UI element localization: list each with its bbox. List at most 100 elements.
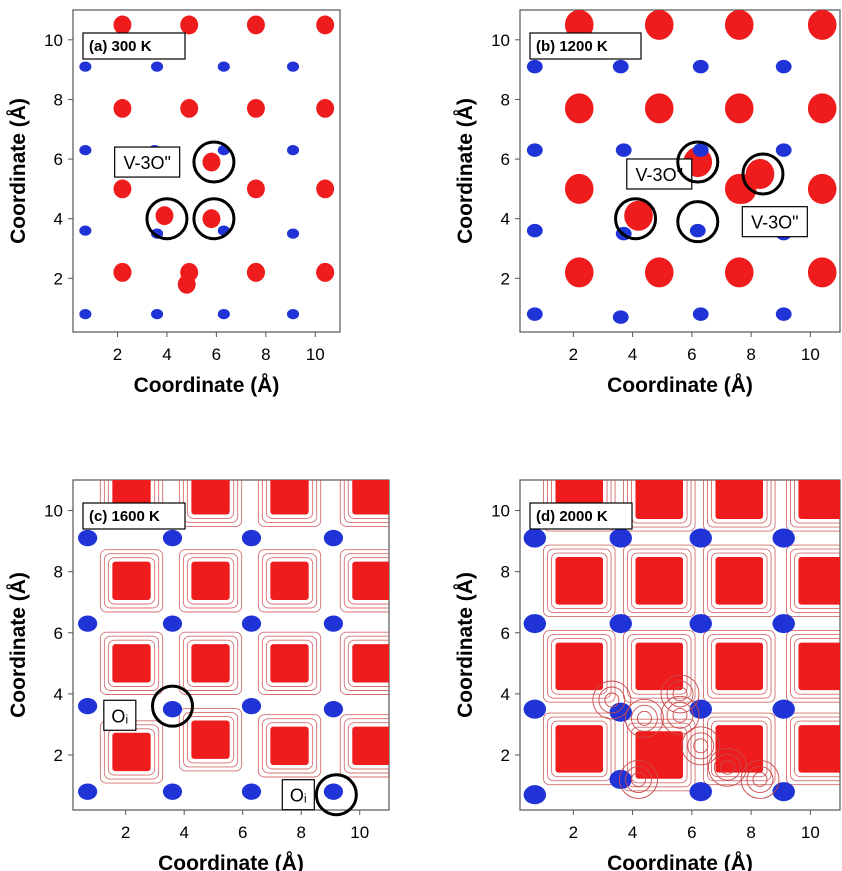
oxygen-density-spot: [807, 10, 837, 40]
x-tick-label: 6: [212, 345, 221, 364]
y-tick-label: 6: [54, 150, 63, 169]
cation-density-spot: [523, 699, 547, 719]
density-contour: [257, 549, 322, 613]
density-contour: [627, 548, 692, 614]
oxygen-density-spot: [635, 642, 684, 691]
density-contour: [261, 480, 318, 523]
density-contour: [625, 765, 652, 793]
density-contour: [178, 480, 243, 527]
density-contour: [107, 557, 156, 605]
cation-density-spot: [151, 61, 164, 72]
cation-density-spot: [692, 143, 709, 157]
density-contour: [789, 480, 840, 528]
density-contour: [687, 732, 715, 760]
density-contour: [186, 480, 235, 519]
oxygen-density-spot: [112, 561, 151, 600]
x-tick-label: 4: [162, 345, 171, 364]
density-contour: [347, 722, 389, 770]
oxygen-density-spot: [715, 642, 764, 691]
y-tick-labels: 2 4 6 8 10: [491, 502, 510, 765]
oxygen-density-spot: [352, 561, 389, 600]
panel-c: 2 4 6 8 10 2 4 6 8 10 Coordinate (Å) Coo…: [6, 479, 390, 871]
highlight-circle-marker: [150, 684, 194, 728]
oxygen-density-spot: [807, 93, 837, 124]
annotation-text: Oᵢ: [111, 706, 128, 726]
cation-density-spot: [612, 310, 629, 324]
oxygen-density-spot: [798, 725, 840, 773]
density-contour: [681, 726, 721, 766]
density-contour: [693, 738, 709, 754]
density-contour: [103, 635, 160, 691]
cation-density-spot: [162, 783, 183, 800]
cation-density-spot: [241, 697, 262, 715]
y-tick-label: 2: [501, 269, 510, 288]
y-tick-label: 6: [54, 624, 63, 643]
oxygen-density-spot: [180, 98, 199, 118]
cation-density-spot: [286, 61, 300, 72]
oxygen-density-spot: [727, 173, 757, 204]
x-tick-label: 6: [238, 823, 247, 842]
cation-density-spot: [772, 782, 795, 802]
density-contour: [339, 631, 389, 695]
density-contour: [703, 544, 776, 618]
oxygen-density-spot: [807, 257, 837, 288]
density-contour: [99, 631, 164, 695]
x-tick-label: 4: [179, 823, 188, 842]
panel-title-box: [82, 502, 186, 530]
density-contour: [711, 480, 768, 524]
density-contour: [261, 553, 318, 609]
oxygen-density-spot: [635, 731, 684, 779]
panel-title: (a) 300 K: [89, 38, 152, 55]
y-tick-label: 2: [54, 746, 63, 765]
density-contour: [752, 771, 768, 787]
oxygen-density-spot: [191, 480, 230, 515]
x-axis-label: Coordinate (Å): [158, 851, 304, 871]
density-contour: [793, 480, 840, 524]
cation-density-spot: [323, 783, 344, 800]
y-tick-labels: 2 4 6 8 10: [491, 31, 510, 289]
oxygen-density-spot: [202, 152, 221, 172]
cation-density-spot: [78, 529, 98, 547]
highlight-circle-marker: [314, 773, 358, 817]
cation-density-spot: [609, 614, 632, 634]
density-contour: [707, 548, 772, 614]
density-contour: [623, 630, 696, 703]
cation-density-spot: [79, 225, 92, 236]
cation-density-spot: [689, 614, 712, 634]
density-contour: [592, 680, 632, 720]
y-axis-label: Coordinate (Å): [6, 572, 30, 718]
highlight-circle-marker: [192, 197, 236, 241]
density-contour: [627, 480, 692, 528]
density-contour: [543, 544, 616, 618]
cation-density-spot: [615, 143, 632, 157]
density-contour: [186, 639, 235, 687]
y-tick-label: 10: [44, 502, 63, 521]
cation-density-spot: [323, 529, 344, 547]
density-contour: [707, 634, 772, 699]
x-axis-label: Coordinate (Å): [134, 373, 280, 397]
panel-a: 2 4 6 8 10 2 4 6 8 10 Coordinate (Å) Coo…: [6, 9, 341, 397]
oxygen-density-spot: [724, 93, 754, 124]
y-tick-label: 6: [501, 150, 510, 169]
oxygen-density-spot: [246, 179, 265, 199]
highlight-circle-marker: [145, 197, 189, 241]
density-contour: [631, 771, 646, 787]
y-tick-label: 2: [54, 269, 63, 288]
y-axis-label: Coordinate (Å): [6, 98, 30, 244]
density-contour: [627, 634, 692, 699]
density-contour: [789, 716, 840, 782]
density-contour: [339, 549, 389, 613]
annotation-box: [281, 779, 315, 811]
density-contour: [740, 759, 780, 799]
density-contour: [343, 480, 389, 523]
oxygen-density-spot: [715, 557, 764, 605]
plot-area: [79, 15, 335, 320]
panel-title-box: [529, 502, 633, 530]
oxygen-density-spot: [635, 480, 684, 520]
density-contour: [631, 638, 688, 695]
oxygen-density-spot: [191, 644, 230, 683]
panel-b: 2 4 6 8 10 2 4 6 8 10 Coordinate (Å) Coo…: [453, 9, 841, 397]
density-contour: [785, 712, 840, 786]
x-tick-labels: 2 4 6 8 10: [113, 345, 325, 364]
oxygen-density-spot: [270, 480, 309, 515]
